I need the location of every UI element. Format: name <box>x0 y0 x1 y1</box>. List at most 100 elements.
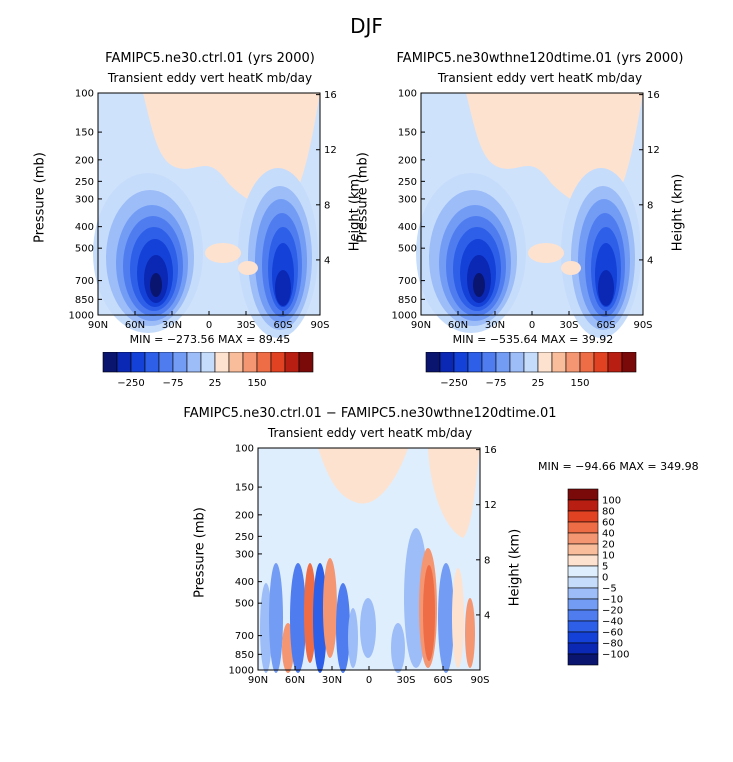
nh-contour <box>473 273 485 297</box>
colorbar-label: −5 <box>602 584 617 595</box>
panel2-colorbar: −250 −75 25 150 <box>425 352 637 389</box>
panel2-stats: MIN = −535.64 MAX = 39.92 <box>452 333 614 346</box>
y-tick-label: 500 <box>75 244 94 255</box>
x-tick-label: 30S <box>559 320 578 331</box>
colorbar-swatch <box>439 352 455 373</box>
y-tick-label: 500 <box>398 244 417 255</box>
panel2-svg: 90N 60N 30N 0 30S 60S 90S 100 150 200 250 300 400 500… <box>392 89 660 338</box>
panel3-stats: MIN = −94.66 MAX = 349.98 <box>538 460 699 473</box>
colorbar-swatch <box>284 352 300 373</box>
colorbar-swatch <box>467 352 483 373</box>
panel2-ylabel: Pressure (mb) <box>355 152 371 243</box>
colorbar-label: 25 <box>532 378 545 389</box>
y2-tick-label: 8 <box>484 555 490 566</box>
panel1-field <box>93 93 320 338</box>
x-tick-label: 30N <box>162 320 182 331</box>
y-tick-label: 200 <box>75 155 94 166</box>
colorbar-swatch <box>567 554 599 567</box>
panel2-subtitle: Transient eddy vert heatK mb/day <box>437 71 643 85</box>
warm-patch <box>205 243 241 263</box>
diff-streak <box>452 568 464 668</box>
colorbar-swatch <box>565 352 581 373</box>
panel3-title: FAMIPC5.ne30.ctrl.01 − FAMIPC5.ne30wthne… <box>183 406 557 421</box>
colorbar-label: 20 <box>602 540 615 551</box>
colorbar-label: 80 <box>602 507 615 518</box>
colorbar-label: 0 <box>602 573 608 584</box>
diff-streak <box>304 563 316 663</box>
colorbar-swatch <box>537 352 553 373</box>
x-tick-label: 30S <box>396 675 415 686</box>
colorbar-swatch <box>509 352 525 373</box>
nh-contour <box>150 273 162 297</box>
diff-streak <box>290 563 306 673</box>
colorbar-swatch <box>567 620 599 633</box>
warm-patch <box>238 261 258 275</box>
diff-streak <box>260 583 272 673</box>
y-tick-label: 100 <box>75 89 94 100</box>
x-tick-label: 0 <box>206 320 212 331</box>
colorbar-swatch <box>567 510 599 523</box>
y-tick-label: 500 <box>235 599 254 610</box>
y-tick-label: 700 <box>398 276 417 287</box>
sh-contour <box>598 270 614 306</box>
colorbar-swatch <box>621 352 637 373</box>
y-tick-label: 400 <box>398 222 417 233</box>
colorbar-swatch <box>523 352 539 373</box>
colorbar-swatch <box>567 598 599 611</box>
diff-streak <box>465 598 475 668</box>
y-tick-label: 300 <box>398 194 417 205</box>
x-tick-label: 90S <box>470 675 489 686</box>
warm-patch <box>561 261 581 275</box>
colorbar-swatch <box>567 653 599 666</box>
colorbar-swatch <box>144 352 160 373</box>
panel1-stats: MIN = −273.56 MAX = 89.45 <box>129 333 291 346</box>
y2-tick-label: 4 <box>647 255 653 266</box>
y-tick-label: 850 <box>75 295 94 306</box>
panel2-field <box>416 93 643 338</box>
colorbar-swatch <box>298 352 314 373</box>
panel1-colorbar: −250 −75 25 150 <box>102 352 314 389</box>
colorbar-label: −75 <box>162 378 183 389</box>
panel1-ylabel-holder: Pressure (mb) <box>30 152 50 320</box>
diff-streak <box>269 563 283 673</box>
y-tick-label: 250 <box>75 177 94 188</box>
diff-warm-band <box>318 448 408 504</box>
colorbar-label: 100 <box>602 496 621 507</box>
y2-tick-label: 16 <box>484 445 497 456</box>
panel1-ylabel: Pressure (mb) <box>32 152 48 243</box>
colorbar-label: 25 <box>209 378 222 389</box>
y-tick-label: 700 <box>235 631 254 642</box>
y-tick-label: 700 <box>75 276 94 287</box>
colorbar-swatch <box>567 576 599 589</box>
colorbar-label: 150 <box>247 378 266 389</box>
colorbar-swatch <box>158 352 174 373</box>
colorbar-label: −60 <box>602 628 623 639</box>
x-tick-label: 90N <box>88 320 108 331</box>
panel1-title: FAMIPC5.ne30.ctrl.01 (yrs 2000) <box>105 51 315 66</box>
panel1-subtitle: Transient eddy vert heatK mb/day <box>107 71 313 85</box>
colorbar-swatch <box>567 565 599 578</box>
colorbar-swatch <box>567 532 599 545</box>
diff-streak <box>336 583 350 673</box>
y-tick-label: 150 <box>398 128 417 139</box>
panel1-svg: 90N 60N 30N 0 30S 60S 90S 100 150 200 250 300 400 500… <box>69 89 337 338</box>
colorbar-swatch <box>200 352 216 373</box>
colorbar-label: −250 <box>117 378 144 389</box>
y-tick-label: 850 <box>235 650 254 661</box>
colorbar-swatch <box>567 499 599 512</box>
colorbar-swatch <box>579 352 595 373</box>
colorbar-swatch <box>102 352 118 373</box>
colorbar-label: 10 <box>602 551 615 562</box>
y2-tick-label: 16 <box>647 90 660 101</box>
colorbar-label: 40 <box>602 529 615 540</box>
colorbar-label: −250 <box>440 378 467 389</box>
x-tick-label: 90S <box>310 320 329 331</box>
x-tick-label: 90N <box>248 675 268 686</box>
colorbar-swatch <box>567 488 599 501</box>
colorbar-swatch <box>186 352 202 373</box>
panel3-field <box>258 448 480 673</box>
x-tick-label: 90S <box>633 320 652 331</box>
colorbar-swatch <box>453 352 469 373</box>
x-tick-label: 0 <box>366 675 372 686</box>
x-tick-label: 60N <box>285 675 305 686</box>
